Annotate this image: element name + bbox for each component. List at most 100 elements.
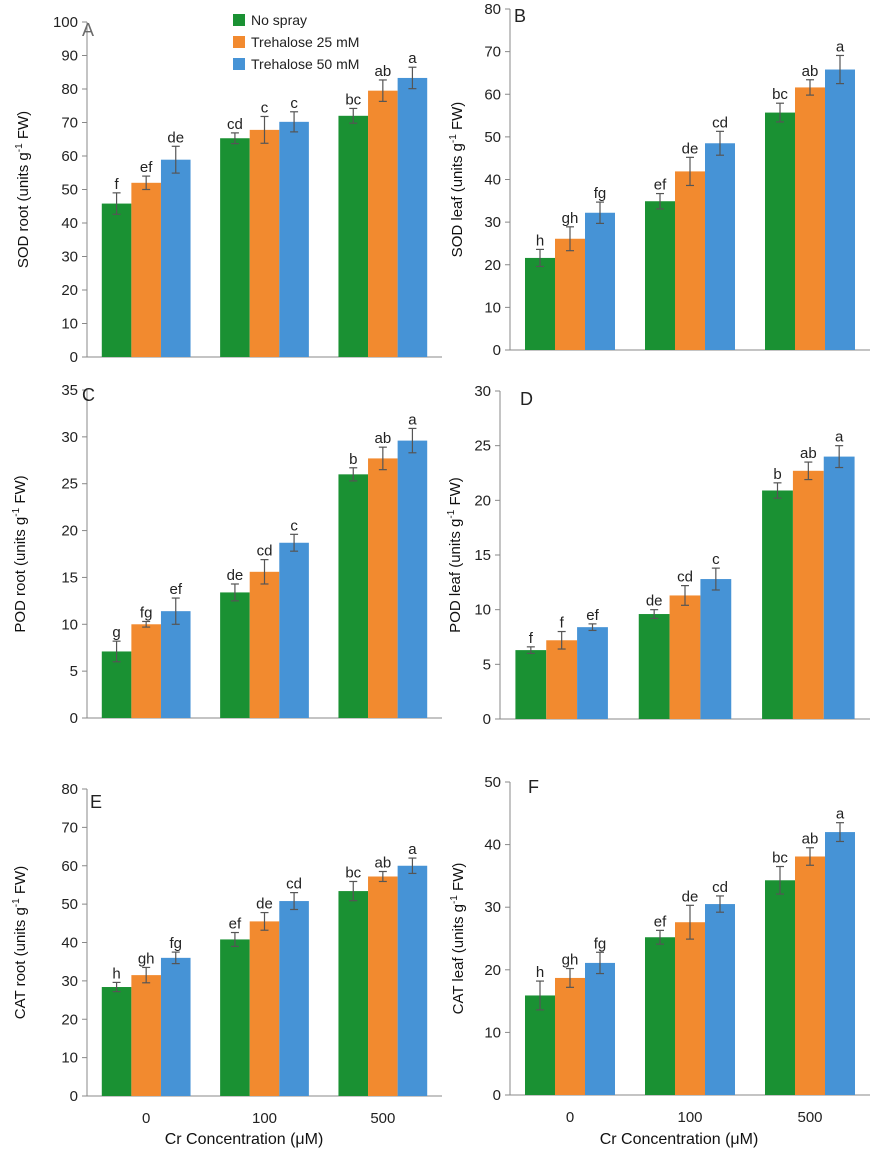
y-tick-label: 70 bbox=[61, 819, 78, 836]
significance-letter: ef bbox=[586, 607, 599, 624]
legend-swatch bbox=[233, 14, 245, 26]
y-tick-label: 50 bbox=[484, 129, 501, 146]
y-tick-label: 10 bbox=[61, 616, 78, 633]
bar bbox=[638, 614, 670, 719]
bar bbox=[338, 474, 369, 718]
x-tick-label: 0 bbox=[566, 1109, 574, 1126]
significance-letter: f bbox=[560, 615, 565, 632]
bar bbox=[338, 115, 369, 357]
y-tick-label: 15 bbox=[61, 569, 78, 586]
significance-letter: a bbox=[408, 50, 417, 67]
bar bbox=[160, 159, 191, 357]
bar bbox=[249, 921, 280, 1096]
legend-item: Trehalose 50 mM bbox=[233, 56, 359, 72]
y-tick-label: 10 bbox=[61, 1050, 78, 1067]
y-tick-label: 70 bbox=[61, 115, 78, 132]
panel-letter: C bbox=[82, 385, 95, 405]
x-tick-label: 0 bbox=[142, 1110, 150, 1127]
y-tick-label: 90 bbox=[61, 48, 78, 65]
y-tick-label: 25 bbox=[61, 476, 78, 493]
legend-swatch bbox=[233, 58, 245, 70]
bar bbox=[705, 904, 735, 1095]
bar bbox=[515, 650, 547, 719]
bar bbox=[101, 651, 132, 718]
y-tick-label: 50 bbox=[61, 896, 78, 913]
significance-letter: de bbox=[646, 593, 663, 610]
panel-e: 0 10 20 30 40 50 60 70 80 CAT root (units g-1 FW)… bbox=[11, 781, 442, 1127]
significance-letter: gh bbox=[138, 950, 155, 967]
y-tick-label: 25 bbox=[474, 438, 491, 455]
significance-letter: cd bbox=[712, 879, 728, 896]
y-tick-label: 0 bbox=[70, 1088, 78, 1105]
significance-letter: cd bbox=[227, 116, 243, 133]
y-axis-label: CAT root (units g-1 FW) bbox=[11, 866, 29, 1019]
y-tick-label: 20 bbox=[61, 282, 78, 299]
significance-letter: ef bbox=[654, 913, 667, 930]
significance-letter: ab bbox=[374, 855, 391, 872]
x-axis-title-right: Cr Concentration (μM) bbox=[600, 1131, 759, 1148]
significance-letter: a bbox=[408, 411, 417, 428]
panel-f: 0 10 20 30 40 50 CAT leaf (units g-1 FW) Fh ghfg… bbox=[449, 774, 870, 1126]
legend-item: No spray bbox=[233, 12, 307, 28]
y-tick-label: 30 bbox=[61, 249, 78, 266]
y-axis-label: POD root (units g-1 FW) bbox=[11, 475, 29, 632]
y-tick-label: 0 bbox=[493, 342, 501, 359]
bar bbox=[765, 880, 795, 1095]
y-tick-label: 10 bbox=[474, 602, 491, 619]
bar bbox=[577, 627, 608, 719]
bar bbox=[525, 995, 555, 1095]
y-tick-label: 20 bbox=[474, 492, 491, 509]
bar bbox=[762, 490, 793, 719]
significance-letter: a bbox=[836, 38, 845, 55]
legend: No spray Trehalose 25 mM Trehalose 50 mM bbox=[233, 12, 359, 72]
panel-letter: D bbox=[520, 389, 533, 409]
x-tick-label: 100 bbox=[677, 1109, 702, 1126]
y-tick-label: 100 bbox=[53, 14, 78, 31]
bar bbox=[645, 201, 675, 350]
significance-letter: de bbox=[256, 896, 273, 913]
significance-letter: de bbox=[167, 129, 184, 146]
bar bbox=[279, 542, 309, 718]
y-tick-label: 35 bbox=[61, 382, 78, 399]
significance-letter: cd bbox=[257, 543, 273, 560]
y-tick-label: 0 bbox=[70, 710, 78, 727]
legend-label: Trehalose 50 mM bbox=[251, 56, 359, 72]
significance-letter: c bbox=[261, 99, 269, 116]
significance-letter: bc bbox=[772, 850, 788, 867]
significance-letter: cd bbox=[712, 114, 728, 131]
panel-letter: B bbox=[514, 6, 526, 26]
significance-letter: ab bbox=[374, 63, 391, 80]
bar bbox=[279, 121, 309, 357]
y-tick-label: 5 bbox=[483, 656, 491, 673]
bar bbox=[131, 975, 161, 1096]
y-tick-label: 60 bbox=[484, 86, 501, 103]
bar bbox=[825, 69, 855, 350]
y-tick-label: 40 bbox=[61, 935, 78, 952]
legend-label: No spray bbox=[251, 12, 307, 28]
bar bbox=[555, 238, 585, 350]
y-tick-label: 30 bbox=[474, 383, 491, 400]
significance-letter: ab bbox=[374, 430, 391, 447]
significance-letter: bc bbox=[345, 91, 361, 108]
significance-letter: ab bbox=[800, 445, 817, 462]
significance-letter: h bbox=[112, 965, 120, 982]
bar bbox=[675, 171, 705, 350]
y-axis-label: SOD root (units g-1 FW) bbox=[14, 111, 32, 268]
bar bbox=[823, 456, 855, 719]
y-tick-label: 0 bbox=[70, 349, 78, 366]
y-tick-label: 80 bbox=[484, 1, 501, 18]
y-tick-label: 80 bbox=[61, 81, 78, 98]
significance-letter: a bbox=[836, 806, 845, 823]
bar bbox=[160, 611, 191, 718]
y-tick-label: 30 bbox=[61, 973, 78, 990]
bar bbox=[546, 640, 578, 719]
significance-letter: fg bbox=[169, 935, 182, 952]
y-tick-label: 80 bbox=[61, 781, 78, 798]
bar bbox=[249, 129, 280, 357]
y-tick-label: 40 bbox=[484, 837, 501, 854]
significance-letter: ab bbox=[802, 63, 819, 80]
y-tick-label: 50 bbox=[484, 774, 501, 791]
bar bbox=[675, 922, 705, 1095]
significance-letter: ef bbox=[654, 177, 667, 194]
